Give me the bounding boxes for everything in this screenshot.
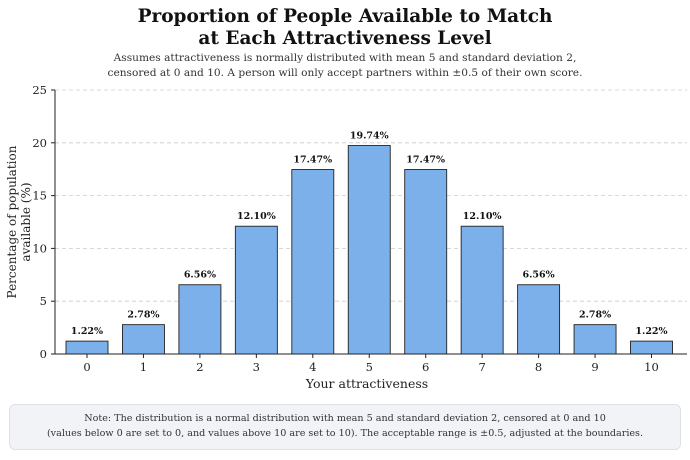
- chart-title-line-2: at Each Attractiveness Level: [198, 28, 492, 49]
- chart-subtitle-line-1: Assumes attractiveness is normally distr…: [113, 52, 577, 64]
- y-tick-label: 20: [32, 136, 47, 150]
- chart-subtitle-line-2: censored at 0 and 10. A person will only…: [107, 67, 583, 79]
- x-tick-label: 7: [478, 360, 485, 374]
- x-tick-label: 5: [366, 360, 373, 374]
- x-tick-label: 6: [422, 360, 429, 374]
- bar-chart: 0 5 10 15 20 25 1.22% 0 2.78% 1 6.56% 2 12.10% 3 17.47…: [5, 83, 687, 391]
- x-tick-label: 8: [535, 360, 542, 374]
- note-line-1: Note: The distribution is a normal distr…: [84, 413, 606, 424]
- bar: [517, 284, 561, 355]
- chart-title-line-1: Proportion of People Available to Match: [137, 6, 553, 27]
- bar-value-label: 17.47%: [293, 155, 332, 166]
- y-tick-label: 25: [32, 83, 47, 97]
- bar: [121, 324, 165, 355]
- bar: [573, 324, 617, 355]
- bar-value-label: 1.22%: [635, 326, 667, 337]
- x-tick-label: 9: [591, 360, 598, 374]
- y-tick-label: 15: [32, 189, 47, 203]
- bar-value-label: 1.22%: [71, 326, 103, 337]
- bar: [460, 225, 504, 355]
- y-tick-label: 10: [32, 241, 47, 255]
- note-box: Note: The distribution is a normal distr…: [9, 404, 681, 450]
- y-axis-label: Percentage of populationavailable (%): [5, 145, 33, 298]
- x-tick-label: 10: [644, 360, 659, 374]
- x-tick-label: 4: [309, 360, 316, 374]
- bar-value-label: 6.56%: [184, 270, 216, 281]
- bar-value-label: 6.56%: [523, 270, 555, 281]
- chart-subtitle: Assumes attractiveness is normally distr…: [0, 51, 690, 81]
- note-line-2: (values below 0 are set to 0, and values…: [46, 428, 644, 439]
- bar: [291, 169, 335, 355]
- x-tick-label: 0: [83, 360, 90, 374]
- bar: [630, 340, 673, 355]
- x-axis-label: Your attractiveness: [305, 376, 428, 391]
- bar: [178, 284, 222, 355]
- bar-value-label: 2.78%: [127, 310, 159, 321]
- bar-value-label: 12.10%: [237, 211, 276, 222]
- bar-value-label: 12.10%: [463, 211, 502, 222]
- x-tick-label: 3: [253, 360, 260, 374]
- bar-value-label: 17.47%: [406, 155, 445, 166]
- bar-value-label: 19.74%: [350, 131, 389, 142]
- y-tick-label: 5: [40, 294, 47, 308]
- bar: [234, 225, 278, 355]
- chart-title: Proportion of People Available to Match …: [0, 6, 690, 50]
- y-tick-label: 0: [40, 347, 47, 361]
- bar: [65, 340, 109, 355]
- x-tick-label: 2: [196, 360, 203, 374]
- x-tick-label: 1: [140, 360, 147, 374]
- bar-value-label: 2.78%: [579, 310, 611, 321]
- bar: [347, 145, 391, 355]
- bar: [404, 169, 448, 355]
